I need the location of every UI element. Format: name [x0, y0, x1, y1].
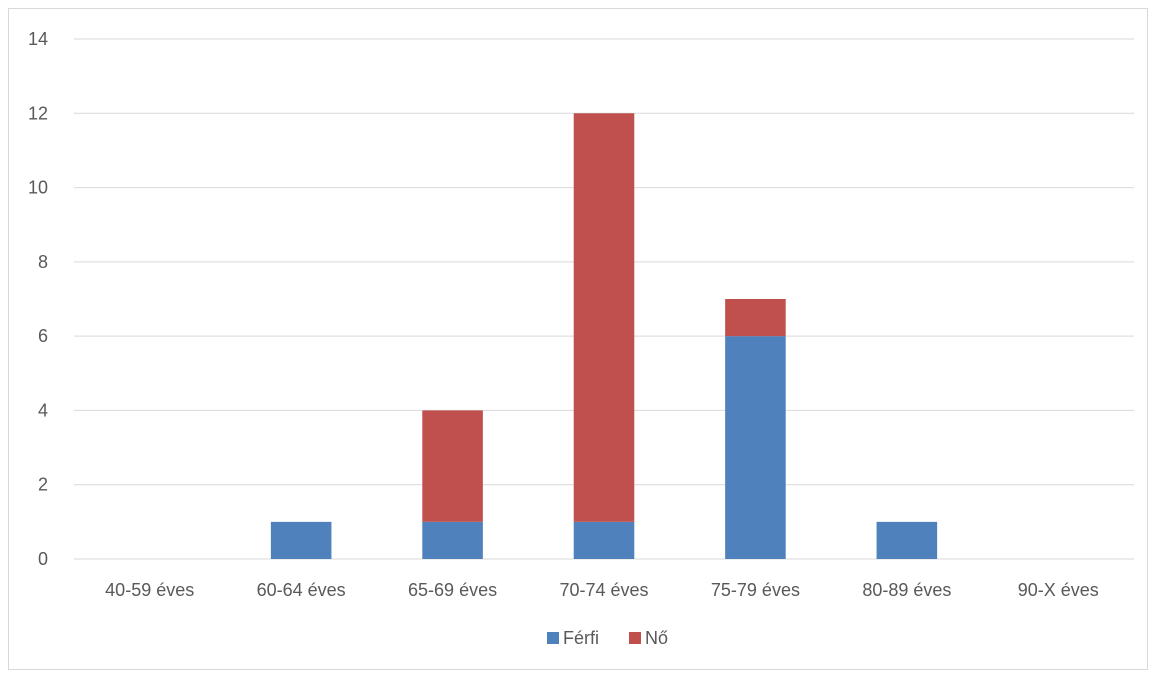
y-tick-label: 2 [38, 475, 48, 495]
legend: Férfi Nő [547, 628, 668, 648]
legend-label: Nő [645, 628, 668, 648]
bar-segment-ferfi [725, 336, 786, 559]
y-tick-label: 4 [38, 400, 48, 420]
x-category-label: 75-79 éves [711, 580, 800, 600]
x-axis-labels: 40-59 éves 60-64 éves 65-69 éves 70-74 éves… [105, 580, 1099, 600]
x-category-label: 70-74 éves [559, 580, 648, 600]
y-axis-ticks: 0 2 4 6 8 10 12 14 [28, 29, 48, 569]
y-tick-label: 6 [38, 326, 48, 346]
bars [270, 113, 938, 559]
bar-segment-ferfi [876, 521, 938, 559]
bar-segment-ferfi [270, 521, 332, 559]
x-category-label: 40-59 éves [105, 580, 194, 600]
bar-segment-no [573, 113, 635, 522]
y-tick-label: 10 [28, 178, 48, 198]
bar-segment-no [422, 410, 483, 522]
y-tick-label: 12 [28, 103, 48, 123]
y-tick-label: 14 [28, 29, 48, 49]
x-category-label: 60-64 éves [257, 580, 346, 600]
legend-swatch [547, 632, 559, 644]
legend-swatch [629, 632, 641, 644]
legend-label: Férfi [563, 628, 599, 648]
x-category-label: 90-X éves [1018, 580, 1099, 600]
bar-segment-ferfi [573, 521, 635, 559]
bar-segment-ferfi [422, 521, 483, 559]
x-category-label: 65-69 éves [408, 580, 497, 600]
y-tick-label: 8 [38, 252, 48, 272]
y-tick-label: 0 [38, 549, 48, 569]
x-category-label: 80-89 éves [862, 580, 951, 600]
bar-segment-no [725, 299, 786, 337]
